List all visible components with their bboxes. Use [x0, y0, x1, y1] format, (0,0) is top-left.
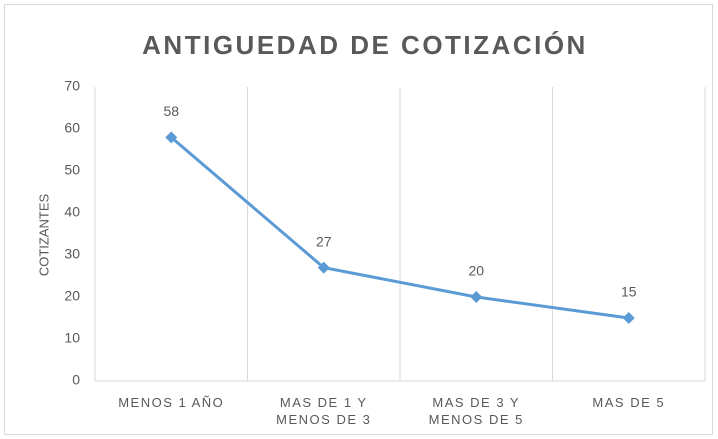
x-tick-label: MAS DE 1 Y MENOS DE 3: [276, 395, 372, 427]
data-label: 58: [163, 103, 179, 119]
y-axis-label: COTIZANTES: [36, 194, 51, 277]
y-tick-label: 0: [72, 372, 80, 388]
y-tick-label: 60: [64, 120, 80, 136]
marker: [622, 312, 635, 324]
marker: [470, 291, 483, 303]
chart-frame: [4, 4, 713, 435]
y-tick-label: 40: [64, 204, 80, 220]
line: [170, 136, 629, 320]
marker: [317, 261, 330, 274]
y-tick-label: 10: [64, 330, 80, 346]
x-tick-label: MAS DE 5: [592, 395, 666, 410]
x-tick-label: MENOS 1 AÑO: [118, 395, 225, 410]
y-tick-label: 30: [64, 246, 80, 262]
y-tick-label: 20: [64, 288, 80, 304]
data-label: 20: [468, 263, 484, 279]
x-tick-label: MAS DE 3 Y MENOS DE 5: [428, 395, 524, 427]
chart-title: ANTIGUEDAD DE COTIZACIÓN: [142, 30, 588, 60]
data-label: 15: [621, 284, 637, 300]
marker: [165, 131, 178, 144]
y-tick-label: 50: [64, 162, 80, 178]
data-label: 27: [316, 233, 332, 249]
y-tick-label: 70: [64, 78, 80, 94]
